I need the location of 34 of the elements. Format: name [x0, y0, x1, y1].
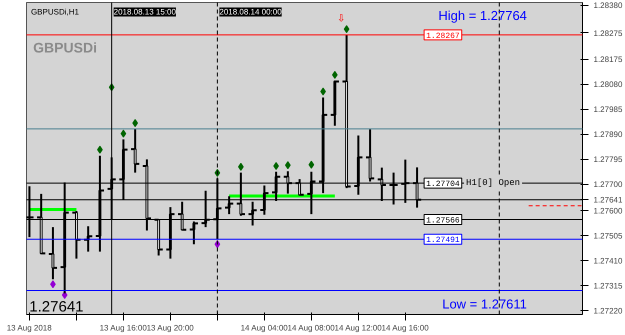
annotation: 1.27641 [29, 298, 84, 316]
annotation: H1[0] Open [466, 178, 520, 188]
y-tick-label: 1.27505 [594, 232, 623, 241]
annotation: GBPUSDi [33, 40, 97, 56]
y-tick-label: 1.27410 [594, 256, 623, 266]
x-tick-label: 13 Aug 2018 [6, 324, 52, 332]
ref-line-label: 1.27704 [426, 180, 460, 190]
x-tick-label: 13 Aug 16:00 [100, 324, 148, 332]
y-tick-label: 1.27985 [594, 105, 623, 114]
annotation: ⇩ [337, 13, 346, 24]
x-tick-label: 14 Aug 04:00 [240, 324, 288, 332]
ref-line-label: 2018.08.14 00:00 [219, 8, 282, 16]
y-tick-label: 1.27795 [594, 155, 623, 164]
ref-line-label: 1.27566 [426, 216, 460, 226]
y-tick-label: 1.27641 [594, 196, 623, 205]
y-tick-label: 1.27600 [594, 206, 623, 216]
y-tick-label: 1.28080 [594, 80, 623, 90]
x-tick-label: 14 Aug 08:00 [288, 324, 336, 332]
y-tick-label: 1.27700 [594, 180, 623, 190]
ref-line-label: 1.28267 [426, 32, 460, 41]
text: GBPUSDi,H1 [30, 8, 80, 17]
annotation: Low = 1.27611 [442, 296, 527, 312]
y-tick-label: 1.27890 [594, 130, 623, 140]
annotation: High = 1.27764 [438, 8, 527, 23]
x-tick-label: 14 Aug 12:00 [334, 324, 382, 332]
y-tick-label: 1.28275 [594, 28, 623, 38]
ref-line-label: 1.27491 [426, 236, 460, 246]
y-tick-label: 1.28175 [594, 55, 623, 64]
y-tick-label: 1.27220 [594, 306, 623, 316]
ref-line-label: 2018.08.13 15:00 [114, 8, 176, 16]
x-tick-label: 13 Aug 20:00 [146, 324, 194, 332]
y-tick-label: 1.27315 [594, 282, 623, 291]
x-tick-label: 14 Aug 16:00 [382, 324, 430, 332]
y-tick-label: 1.28380 [594, 1, 623, 10]
